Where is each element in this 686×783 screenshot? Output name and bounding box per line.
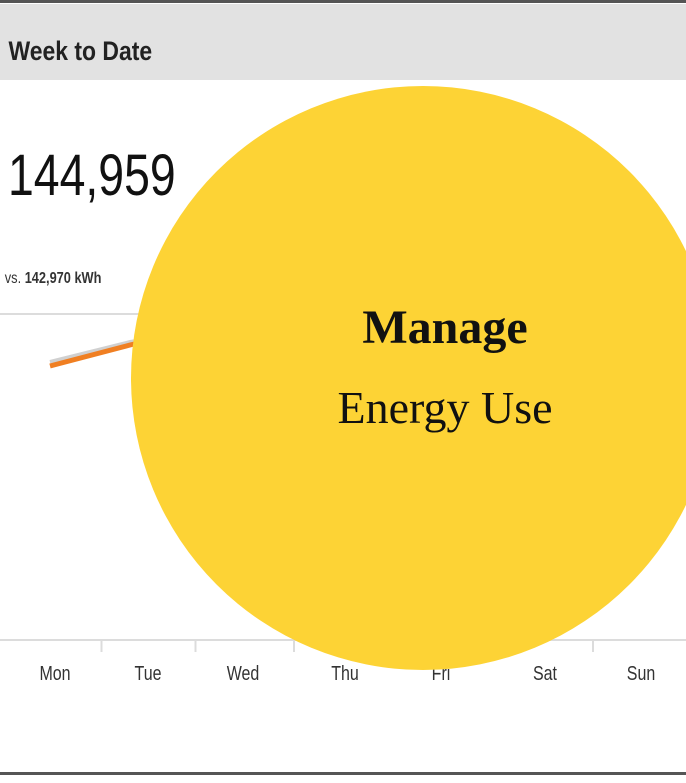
day-label: Wed [227,662,260,684]
top-border [0,0,686,3]
comparison-prefix: vs. [5,270,21,288]
summary-value: 144,959 [8,143,176,208]
day-label: Thu [331,662,359,684]
bottom-border [0,772,686,775]
day-label: Sun [627,662,655,684]
header-band [0,4,686,80]
comparison-line: vs. 142,970 kWh [5,270,102,288]
badge-circle [131,86,686,670]
day-label: Sat [533,662,557,684]
comparison-value: 142,970 kWh [25,270,102,288]
day-label: Mon [39,662,70,684]
badge-title: Manage [362,301,527,354]
badge-subtitle: Energy Use [337,382,552,433]
header-title: Week to Date [9,36,153,66]
day-labels: Mon Tue Wed Thu Fri Sat Sun [39,640,655,684]
day-label: Tue [135,662,162,684]
